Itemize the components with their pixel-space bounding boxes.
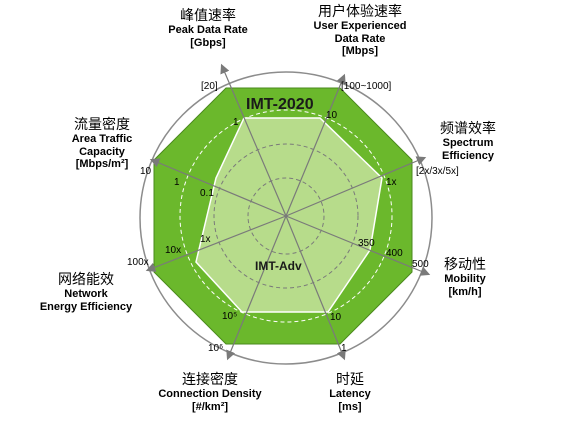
axis-peak bbox=[220, 63, 287, 217]
tick-peak-inner: 1 bbox=[233, 117, 239, 128]
tick-area-outer: 10 bbox=[140, 166, 152, 177]
tick-energy-inner: 10x bbox=[165, 245, 182, 256]
label-area: 流量密度 Area Traffic Capacity [Mbps/m²] bbox=[71, 117, 133, 171]
axis-mob bbox=[285, 215, 431, 276]
axis-area bbox=[149, 158, 287, 217]
tick-spec-outer: [2x/3x/5x] bbox=[416, 166, 459, 177]
tick-peak-outer: [20] bbox=[201, 81, 218, 92]
tick-lat-inner: 10 bbox=[330, 312, 342, 323]
dashed-ring-2 bbox=[213, 143, 359, 289]
label-peak: 峰值速率 Peak Data Rate [Gbps] bbox=[168, 8, 248, 49]
outer-circle bbox=[139, 71, 433, 365]
axis-conn bbox=[226, 215, 287, 361]
dashed-ring-1 bbox=[247, 177, 325, 255]
dashed-ring-3 bbox=[179, 109, 393, 323]
tick-conn-outer: 10⁶ bbox=[208, 343, 224, 354]
label-energy: 网络能效 Network Energy Efficiency bbox=[39, 272, 133, 313]
imt-2020-title: IMT-2020 bbox=[246, 96, 314, 113]
tick-user-inner: 10 bbox=[326, 110, 338, 121]
label-mob: 移动性 Mobility [km/h] bbox=[444, 257, 486, 298]
tick-mob-inner: 350 bbox=[358, 238, 375, 249]
tick-energy-inner2: 1x bbox=[200, 234, 211, 245]
tick-spec-inner: 1x bbox=[386, 177, 397, 188]
label-conn: 连接密度 Connection Density [#/km²] bbox=[158, 372, 262, 413]
label-user: 用户体验速率 User Experienced Data Rate [Mbps] bbox=[313, 4, 407, 58]
axis-energy bbox=[145, 215, 287, 272]
imt-adv-title: IMT-Adv bbox=[255, 259, 302, 273]
tick-area-inner2: 0.1 bbox=[200, 188, 214, 199]
tick-user-outer: [100~1000] bbox=[341, 81, 392, 92]
tick-energy-outer: 100x bbox=[127, 257, 149, 268]
label-spec: 频谱效率 Spectrum Efficiency bbox=[440, 121, 496, 162]
tick-conn-inner: 10⁵ bbox=[222, 311, 238, 322]
tick-area-inner: 1 bbox=[174, 177, 180, 188]
axis-spec bbox=[285, 156, 427, 217]
axis-lat bbox=[285, 215, 346, 361]
axis-user bbox=[285, 73, 346, 217]
tick-lat-outer: 1 bbox=[341, 343, 347, 354]
tick-mob-outer: 500 bbox=[412, 259, 429, 270]
tick-mob-mid: 400 bbox=[386, 248, 403, 259]
label-lat: 时延 Latency [ms] bbox=[329, 372, 371, 413]
